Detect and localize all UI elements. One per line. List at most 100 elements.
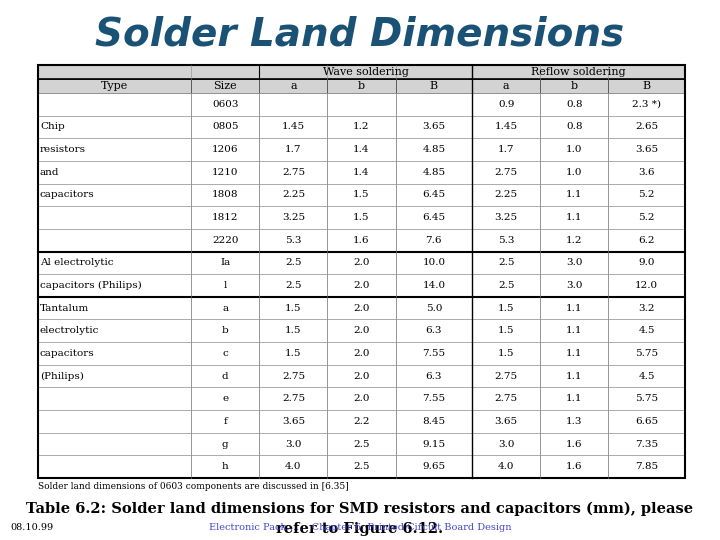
Bar <box>38 206 192 229</box>
Text: B: B <box>430 81 438 91</box>
Bar <box>608 252 685 274</box>
Bar <box>608 93 685 116</box>
Bar <box>328 184 395 206</box>
Text: Chip: Chip <box>40 123 65 131</box>
Bar <box>259 116 328 138</box>
Text: 2.75: 2.75 <box>495 168 518 177</box>
Text: Electronic Pack…..   Chapter 6: Printed Circuit Board Design: Electronic Pack….. Chapter 6: Printed Ci… <box>209 523 511 532</box>
Bar <box>38 274 192 297</box>
Bar <box>259 297 328 320</box>
Bar <box>192 297 259 320</box>
Text: 3.65: 3.65 <box>635 145 658 154</box>
Text: 6.3: 6.3 <box>426 372 442 381</box>
Text: Wave soldering: Wave soldering <box>323 67 409 77</box>
Bar <box>472 320 540 342</box>
Bar <box>472 138 540 161</box>
Bar <box>328 79 395 93</box>
Text: 0.8: 0.8 <box>566 123 582 131</box>
Bar <box>395 297 472 320</box>
Text: 2.0: 2.0 <box>354 349 370 358</box>
Text: 1.5: 1.5 <box>498 326 515 335</box>
Bar <box>608 184 685 206</box>
Text: 3.0: 3.0 <box>566 258 582 267</box>
Bar <box>259 184 328 206</box>
Bar <box>540 297 608 320</box>
Text: 2.75: 2.75 <box>282 372 305 381</box>
Text: 14.0: 14.0 <box>423 281 446 290</box>
Text: Size: Size <box>213 81 237 91</box>
Text: 5.3: 5.3 <box>498 235 515 245</box>
Bar <box>540 433 608 455</box>
Bar <box>328 364 395 387</box>
Text: 2.0: 2.0 <box>354 258 370 267</box>
Bar <box>192 364 259 387</box>
Text: 1.1: 1.1 <box>566 372 582 381</box>
Text: 2220: 2220 <box>212 235 238 245</box>
Text: 9.15: 9.15 <box>423 440 446 449</box>
Bar <box>328 161 395 184</box>
Bar <box>38 65 259 79</box>
Text: Al electrolytic: Al electrolytic <box>40 258 114 267</box>
Text: b: b <box>358 81 365 91</box>
Text: b: b <box>571 81 578 91</box>
Text: capacitors (Philips): capacitors (Philips) <box>40 281 142 290</box>
Bar <box>192 252 259 274</box>
Text: 5.0: 5.0 <box>426 303 442 313</box>
Text: 6.3: 6.3 <box>426 326 442 335</box>
Text: 2.65: 2.65 <box>635 123 658 131</box>
Bar <box>472 297 540 320</box>
Bar <box>259 433 328 455</box>
Bar <box>328 433 395 455</box>
Bar <box>472 455 540 478</box>
Bar <box>259 206 328 229</box>
Bar <box>38 342 192 365</box>
Text: 2.2: 2.2 <box>354 417 370 426</box>
Bar <box>472 206 540 229</box>
Bar <box>540 206 608 229</box>
Bar <box>540 274 608 297</box>
Bar <box>472 116 540 138</box>
Text: 1.5: 1.5 <box>285 303 302 313</box>
Text: h: h <box>222 462 229 471</box>
Bar <box>395 138 472 161</box>
Bar <box>472 229 540 252</box>
Text: 3.25: 3.25 <box>282 213 305 222</box>
Bar <box>38 364 192 387</box>
Text: capacitors: capacitors <box>40 191 94 199</box>
Text: 1.1: 1.1 <box>566 349 582 358</box>
Text: 2.5: 2.5 <box>354 440 370 449</box>
Text: 1.1: 1.1 <box>566 326 582 335</box>
Text: 6.45: 6.45 <box>423 191 446 199</box>
Bar <box>608 229 685 252</box>
Text: 1.1: 1.1 <box>566 303 582 313</box>
Bar <box>259 320 328 342</box>
Text: f: f <box>223 417 228 426</box>
Text: a: a <box>222 303 228 313</box>
Text: 1.0: 1.0 <box>566 145 582 154</box>
Text: b: b <box>222 326 229 335</box>
Bar <box>395 274 472 297</box>
Text: Type: Type <box>101 81 128 91</box>
Bar <box>540 161 608 184</box>
Text: 4.0: 4.0 <box>285 462 302 471</box>
Bar <box>328 342 395 365</box>
Bar <box>472 65 685 79</box>
Bar <box>192 342 259 365</box>
Text: g: g <box>222 440 229 449</box>
Text: 6.45: 6.45 <box>423 213 446 222</box>
Text: 1206: 1206 <box>212 145 238 154</box>
Text: 2.75: 2.75 <box>495 372 518 381</box>
Bar <box>328 138 395 161</box>
Bar <box>192 410 259 433</box>
Text: 2.75: 2.75 <box>282 168 305 177</box>
Bar <box>608 364 685 387</box>
Text: Solder land dimensions of 0603 components are discussed in [6.35]: Solder land dimensions of 0603 component… <box>38 482 348 491</box>
Text: 2.75: 2.75 <box>282 394 305 403</box>
Bar <box>192 138 259 161</box>
Bar <box>328 410 395 433</box>
Bar <box>192 455 259 478</box>
Bar <box>540 252 608 274</box>
Bar <box>395 387 472 410</box>
Text: 1.5: 1.5 <box>354 213 370 222</box>
Text: 9.65: 9.65 <box>423 462 446 471</box>
